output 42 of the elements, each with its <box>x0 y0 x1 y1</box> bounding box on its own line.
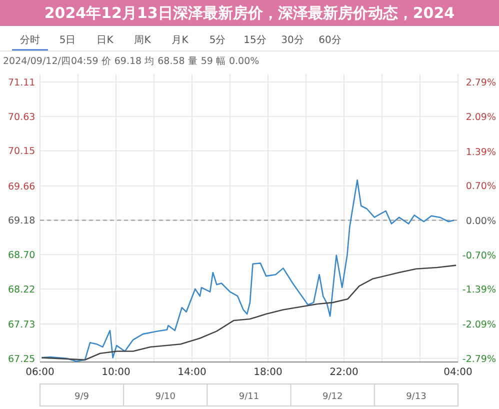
text: 5日 <box>59 35 76 46</box>
x-tick-label: 14:00 <box>178 367 206 378</box>
y2-tick-label: -2.79% <box>462 354 496 366</box>
text: 60分 <box>318 34 342 46</box>
y-tick-label: 69.66 <box>8 181 36 192</box>
x-tick-label: 22:00 <box>330 367 358 378</box>
x-tick-label: 10:00 <box>102 367 130 378</box>
y2-tick-label: 0.70% <box>466 181 496 192</box>
chart-title: 2024年12月13日深泽最新房价，深泽最新房价动态，2024 <box>2 3 497 23</box>
x-tick-label: 06:00 <box>26 367 54 378</box>
text: 周K <box>134 35 152 46</box>
y-tick-label: 67.73 <box>8 320 36 331</box>
y2-tick-label: -1.39% <box>462 284 496 296</box>
x-tick-label: 18:00 <box>254 367 282 378</box>
y2-tick-label: 0.00% <box>466 216 496 227</box>
text: 日K <box>96 35 114 46</box>
text: 15分 <box>244 34 266 46</box>
y2-tick-label: -2.09% <box>462 319 496 330</box>
text: 9/10 <box>155 392 176 402</box>
text: 月K <box>172 35 189 46</box>
line-series <box>40 179 455 362</box>
x-tick-label: 04:00 <box>444 367 472 378</box>
text: 5分 <box>209 34 226 46</box>
line-series <box>41 264 457 360</box>
y-tick-label: 69.18 <box>8 216 36 227</box>
y-tick-label: 70.63 <box>8 112 36 123</box>
text: 9/11 <box>238 392 260 402</box>
text: 9/12 <box>322 392 343 402</box>
text: 9/9 <box>74 392 90 402</box>
y-tick-label: 67.25 <box>8 354 36 365</box>
text: 分时 <box>20 34 40 46</box>
y2-tick-label: 2.79% <box>466 78 496 88</box>
text: 30分 <box>281 34 304 46</box>
y2-tick-label: 1.39% <box>466 146 496 158</box>
text: 9/13 <box>406 392 426 402</box>
y-tick-label: 71.11 <box>8 78 36 88</box>
y2-tick-label: 2.09% <box>466 112 496 124</box>
text: 2024/09/12/四04:59 价 69.18 均 68.58 量 59 幅 0.00% <box>3 55 260 67</box>
y-tick-label: 70.15 <box>8 146 36 158</box>
y-tick-label: 68.70 <box>8 250 36 262</box>
y-tick-label: 68.22 <box>8 284 36 296</box>
y2-tick-label: -0.70% <box>462 250 496 262</box>
